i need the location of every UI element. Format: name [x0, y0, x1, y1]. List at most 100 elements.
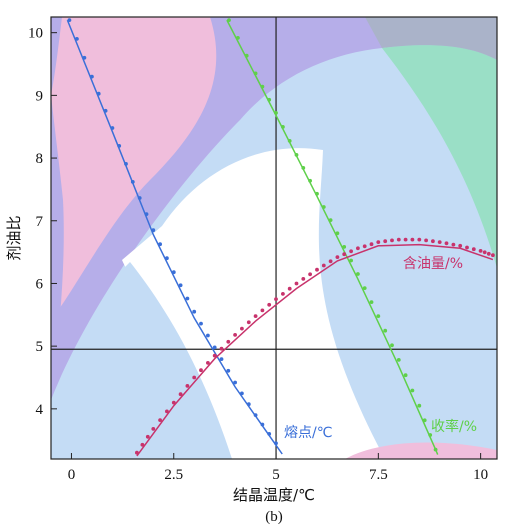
data-point	[274, 111, 278, 115]
data-point	[260, 308, 265, 313]
data-point	[369, 242, 374, 247]
series-1	[226, 18, 439, 455]
data-point	[349, 249, 353, 254]
data-point	[356, 246, 360, 251]
data-point	[185, 296, 190, 301]
x-tick-label: 0	[68, 467, 76, 483]
data-point	[130, 180, 135, 184]
data-point	[246, 402, 251, 407]
data-point	[482, 250, 487, 255]
data-point	[349, 258, 353, 263]
data-point	[335, 231, 340, 236]
data-point	[281, 125, 285, 129]
data-point	[294, 153, 299, 157]
data-point	[90, 74, 94, 79]
data-point	[444, 241, 449, 246]
x-axis: 0 2.5 5 7.5 10	[68, 453, 488, 483]
series-labels: 熔点/℃ 收率/% 含油量/%	[284, 256, 477, 441]
data-point	[199, 368, 203, 373]
data-point	[403, 237, 408, 242]
data-point	[145, 434, 150, 439]
data-point	[321, 205, 326, 209]
data-point	[362, 244, 367, 249]
data-point	[260, 422, 265, 427]
data-point	[328, 218, 333, 223]
data-point	[192, 375, 197, 380]
data-point	[165, 409, 169, 414]
data-point	[431, 239, 435, 244]
data-point	[75, 37, 79, 41]
data-point	[67, 18, 72, 22]
data-point	[403, 373, 408, 378]
series-label-2: 含油量/%	[403, 256, 463, 272]
data-point	[103, 108, 108, 113]
data-point	[253, 413, 258, 417]
data-point	[233, 333, 238, 337]
data-point	[301, 166, 306, 170]
region-pink-bottom	[345, 442, 497, 459]
data-point	[376, 314, 381, 318]
y-axis: 4 5 6 7 8 9 10	[28, 26, 57, 418]
region-white	[122, 148, 385, 459]
data-point	[422, 418, 427, 423]
series-2	[135, 237, 495, 457]
data-point	[206, 361, 210, 365]
data-point	[328, 259, 333, 264]
data-point	[458, 243, 463, 248]
data-point	[236, 36, 240, 40]
y-tick-label: 7	[36, 214, 44, 230]
data-point	[171, 400, 176, 405]
series-0	[66, 18, 283, 455]
data-point	[260, 84, 265, 89]
y-axis-title: 剂油比	[5, 215, 23, 260]
data-point	[308, 178, 312, 183]
data-point	[274, 297, 278, 301]
data-point	[308, 272, 312, 277]
region-purple-corner	[51, 17, 62, 95]
data-point	[383, 239, 388, 244]
data-point	[212, 353, 217, 358]
data-point	[117, 144, 122, 148]
region-gray-top-right	[365, 17, 497, 60]
data-point	[321, 263, 326, 268]
data-point	[233, 380, 238, 385]
data-point	[267, 432, 272, 436]
data-point	[410, 388, 415, 393]
region-pink-upper-left	[51, 17, 217, 320]
data-point	[410, 237, 415, 242]
data-point	[135, 450, 139, 455]
data-point	[240, 326, 244, 331]
data-point	[424, 238, 428, 243]
data-point	[396, 358, 401, 362]
region-purple-left	[51, 95, 64, 400]
data-point	[491, 253, 495, 258]
data-point	[433, 447, 438, 452]
plot-frame	[50, 16, 498, 460]
data-point	[246, 320, 251, 325]
series-layer	[66, 18, 495, 457]
data-point	[362, 286, 367, 290]
data-point	[274, 441, 278, 446]
data-point	[390, 238, 394, 243]
data-point	[390, 343, 394, 348]
data-point	[253, 314, 258, 318]
data-point	[227, 18, 231, 22]
data-point	[437, 240, 442, 245]
region-light-blue-strip	[122, 262, 232, 459]
data-point	[165, 256, 169, 261]
data-point	[465, 245, 469, 250]
data-point	[267, 97, 272, 102]
data-point	[396, 237, 401, 242]
data-point	[428, 433, 433, 437]
region-teal	[382, 45, 497, 268]
data-point	[110, 126, 115, 130]
x-tick-label: 7.5	[369, 467, 388, 483]
data-point	[240, 391, 244, 396]
series-label-0: 熔点/℃	[284, 425, 332, 441]
data-point	[212, 345, 217, 350]
data-point	[158, 242, 163, 247]
data-point	[267, 302, 272, 307]
figure-caption: (b)	[265, 509, 283, 525]
data-point	[478, 249, 483, 253]
